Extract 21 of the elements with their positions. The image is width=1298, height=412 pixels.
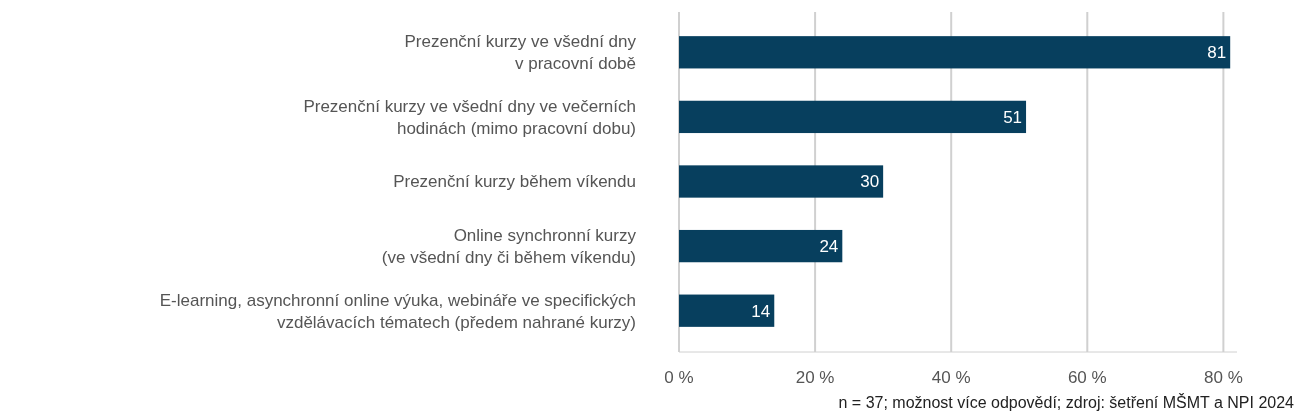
x-tick-label: 20 % [795, 368, 835, 387]
data-label: 24 [819, 237, 839, 257]
y-tick-label: Prezenční kurzy ve všední dny ve večerních hodinách (mimo pracovní dobu) [303, 96, 636, 138]
x-tick-label: 60 % [1067, 368, 1107, 387]
data-label: 81 [1207, 43, 1227, 63]
data-label: 30 [860, 172, 880, 192]
bar [679, 100, 1027, 134]
bar [679, 229, 843, 263]
text: n = 37; možnost více odpovědí; zdroj: šetření MŠMT a NPI 2024 [838, 393, 1295, 411]
data-label: 14 [751, 301, 771, 321]
y-tick-label: Prezenční kurzy během víkendu [393, 172, 636, 192]
x-tick-label: 0 % [664, 368, 694, 387]
x-tick-label: 40 % [931, 368, 971, 387]
bar [679, 165, 884, 198]
y-tick-label: E-learning, asynchronní online výuka, webináře ve specifických vzdělávacích tématech (předem nahrané kurzy) [159, 290, 636, 332]
x-tick-label: 80 % [1204, 368, 1243, 387]
y-tick-label: Online synchronní kurzy (ve všední dny či během víkendu) [381, 226, 637, 268]
bar [679, 36, 1231, 69]
bar [679, 294, 775, 327]
data-label: 51 [1003, 107, 1023, 127]
y-tick-label: Prezenční kurzy ve všední dny v pracovní době [404, 32, 637, 74]
